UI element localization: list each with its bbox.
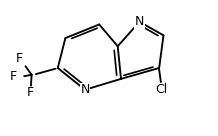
Text: F: F (10, 70, 17, 83)
Text: F: F (27, 86, 34, 99)
Text: Cl: Cl (155, 83, 167, 96)
Text: N: N (135, 15, 144, 28)
Text: F: F (15, 52, 22, 65)
Text: N: N (80, 83, 90, 96)
